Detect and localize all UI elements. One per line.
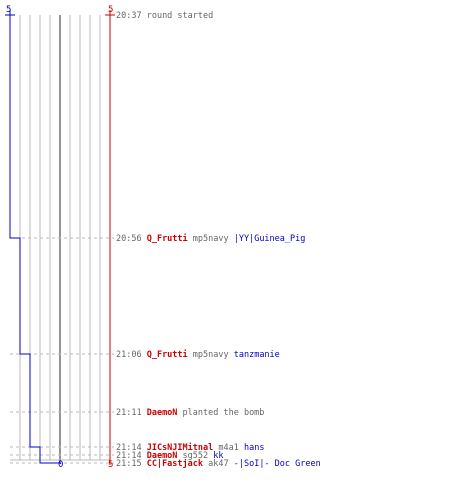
event-row: 21:14 DaemoN sg552 kk xyxy=(116,451,224,461)
score-series xyxy=(9,15,61,464)
event-row: 21:14 JICsNJIMitnal m4a1 hans xyxy=(116,442,264,453)
event-part-t: Q_Frutti xyxy=(142,233,188,244)
event-time: 21:15 xyxy=(116,459,142,469)
event-part-t: DaemoN xyxy=(142,408,178,418)
event-time: 21:06 xyxy=(116,350,142,360)
event-row: 21:06 Q_Frutti mp5navy tanzmanie xyxy=(116,349,280,360)
axis-labels: 5 5 0 5 xyxy=(6,5,113,470)
event-part-ct: hans xyxy=(239,443,265,453)
event-row: 20:37 round started xyxy=(116,11,213,21)
event-part-plain: ak47 xyxy=(203,459,229,469)
event-part-t: CC|Fastjack xyxy=(142,458,203,469)
event-part-plain: mp5navy xyxy=(188,350,229,360)
event-part-ct: |YY|Guinea_Pig xyxy=(229,234,306,244)
event-part-t: JICsNJIMitnal xyxy=(142,442,214,453)
event-row: 20:56 Q_Frutti mp5navy |YY|Guinea_Pig xyxy=(116,233,305,244)
event-time: 21:14 xyxy=(116,451,142,461)
event-row: 21:15 CC|Fastjack ak47 -|SoI|- Doc Green xyxy=(116,458,321,469)
event-time: 20:37 xyxy=(116,11,142,21)
bottom-right-label: 5 xyxy=(108,460,113,470)
score-step-line xyxy=(9,15,61,464)
bottom-center-label: 0 xyxy=(58,460,63,470)
event-time: 21:11 xyxy=(116,408,142,418)
event-log: 20:37 round started 20:56 Q_Frutti mp5nav… xyxy=(116,11,321,469)
right-top-label: 5 xyxy=(108,5,113,15)
event-part-ct: kk xyxy=(208,451,223,461)
event-part-t: DaemoN xyxy=(142,451,178,461)
event-row: 21:11 DaemoN planted the bomb xyxy=(116,408,264,418)
event-part-plain: planted the bomb xyxy=(177,408,264,418)
event-time: 20:56 xyxy=(116,234,142,244)
event-part-plain: mp5navy xyxy=(188,234,229,244)
event-part-plain: round started xyxy=(142,11,214,21)
event-time: 21:14 xyxy=(116,443,142,453)
event-part-plain: sg552 xyxy=(177,451,208,461)
event-part-ct: -|SoI|- Doc Green xyxy=(229,459,321,469)
event-part-t: Q_Frutti xyxy=(142,349,188,360)
event-markers xyxy=(10,237,114,464)
event-part-plain: m4a1 xyxy=(213,443,239,453)
left-top-label: 5 xyxy=(6,5,11,15)
event-part-ct: tanzmanie xyxy=(229,350,280,360)
